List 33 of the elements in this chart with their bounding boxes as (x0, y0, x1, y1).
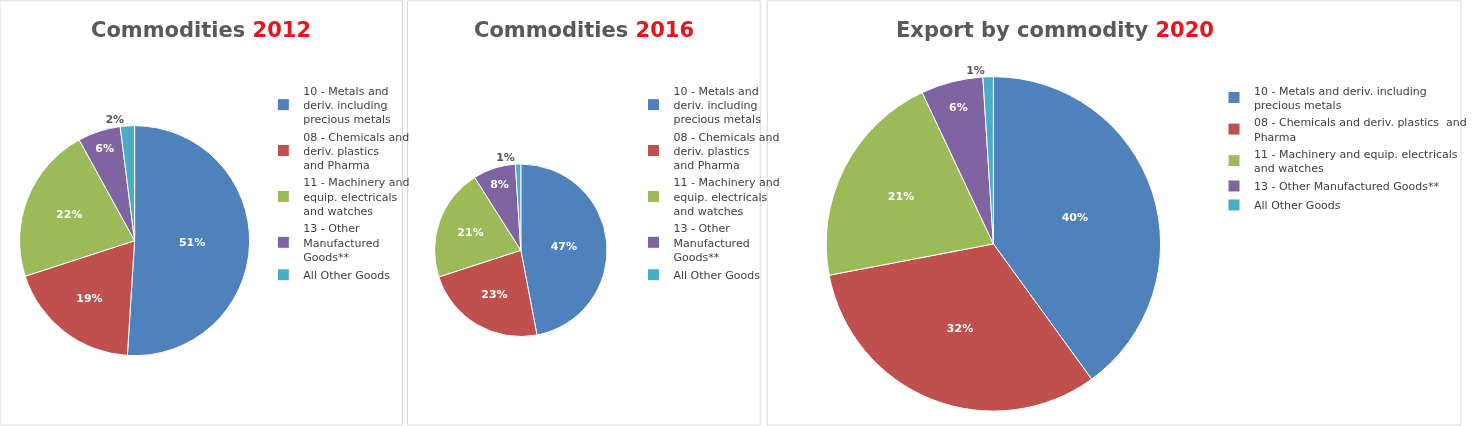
data-label: 1% (496, 151, 515, 165)
data-label: 2% (105, 112, 125, 126)
chart-title: Commodities 2016 (474, 18, 695, 42)
legend-label: 10 - Metals and deriv. including precious metals (1254, 84, 1427, 112)
legend-label: 11 - Machinery and equip. electricals and watches (303, 176, 410, 219)
legend-label: 08 - Chemicals and deriv. plastics and Pharma (1254, 116, 1467, 144)
legend-label: 11 - Machinery and equip. electricals and watches (1254, 147, 1458, 176)
legend-label: 13 - Other Manufactured Goods** (673, 222, 750, 264)
legend-label: All Other Goods (1254, 199, 1341, 213)
data-label: 32% (946, 321, 974, 335)
legend-label: 13 - Other Manufactured Goods** (1254, 180, 1440, 194)
legend-label: 08 - Chemicals and deriv. plastics and Pharma (673, 130, 780, 173)
data-label: 23% (481, 288, 508, 302)
data-label: 1% (966, 63, 985, 77)
legend-label: 13 - Other Manufactured Goods** (303, 222, 380, 264)
chart-title: Export by commodity 2020 (896, 18, 1214, 42)
data-label: 21% (887, 190, 915, 204)
data-label: 47% (550, 239, 578, 253)
data-label: 40% (1061, 210, 1089, 224)
data-label: 22% (56, 208, 83, 222)
legend-label: All Other Goods (673, 269, 761, 283)
legend-label: 11 - Machinery and equip. electricals and watches (673, 176, 780, 219)
data-label: 21% (457, 225, 484, 239)
data-label: 19% (76, 292, 103, 306)
legend-label: All Other Goods (303, 269, 391, 283)
chart-title: Commodities 2012 (91, 18, 312, 42)
data-label: 8% (490, 178, 509, 192)
data-label: 51% (178, 236, 206, 249)
data-label: 6% (949, 100, 968, 114)
legend-label: 10 - Metals and deriv. including precious metals (303, 84, 391, 127)
legend-label: 10 - Metals and deriv. including precious metals (673, 84, 762, 127)
legend-label: 08 - Chemicals and deriv. plastics and Pharma (303, 130, 410, 173)
data-label: 6% (95, 142, 115, 156)
